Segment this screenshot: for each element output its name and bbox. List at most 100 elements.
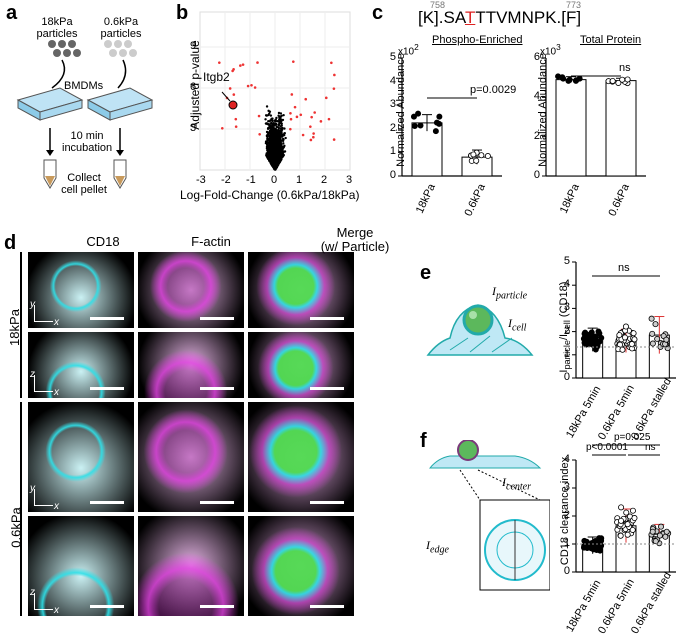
e-chart-point [614,340,621,347]
f-p2: p=0.025 [614,432,651,443]
e-chart-bar [615,340,637,379]
iedge-label: Iedge [426,538,449,556]
f-chart-point [583,538,590,545]
axis-label-vertical: y [30,299,35,310]
volcano-point [273,144,276,148]
f-chart-point [618,504,625,511]
c-right-bar [605,80,637,177]
volcano-point [267,146,270,149]
scale-bar [200,387,234,390]
volcano-point-sig [258,132,261,136]
e-chart-point [663,336,670,343]
e-chart-point [630,335,637,342]
volcano-point [281,134,284,138]
e-chart-point [648,315,655,322]
e-chart-point [592,346,599,353]
volcano-point-sig [218,61,221,64]
e-chart-point [616,332,623,339]
volcano-point [278,119,282,123]
f-chart-point [589,544,596,551]
f-chart-point [582,543,589,550]
volcano-point-sig [309,125,312,128]
e-chart-point [581,330,588,337]
exp-left: x102 [398,42,419,58]
volcano-point [275,125,279,129]
volcano-point-sig [312,135,315,139]
volcano-point [281,126,284,130]
e-chart-point [616,335,623,342]
label-18kpa-particles: 18kPa particles [36,16,78,40]
panel-a-label: a [6,2,18,24]
volcano-point-sig [246,84,250,88]
c-right-xtick-label: 18kPa [557,182,582,216]
f-chart-point [592,546,599,553]
e-chart-point [595,328,602,335]
volcano-point-sig [301,133,305,137]
e-chart-point [592,333,599,340]
cell-schematic-f [428,440,550,591]
volcano-point-sig [330,61,333,65]
f-chart-point [653,528,660,535]
e-chart-point [618,341,625,348]
scale-bar [90,317,124,320]
col-merge: Merge (w/ Particle) [320,225,390,254]
f-chart-xtick-label: 0.6kPa stalled [629,570,675,636]
volcano-point [278,131,281,135]
f-chart-point [617,532,624,539]
f-chart-point [650,524,657,531]
volcano-point [280,149,283,152]
c-left-point [433,119,440,126]
volcano-point-sig [312,132,315,135]
axis-label-vertical: z [30,587,35,598]
c-right-ytick-label: 2 [533,129,540,142]
e-chart-point [649,340,656,347]
f-chart-ytick-label: 3 [563,481,570,493]
scale-bar [310,605,344,608]
axis-label-vertical: y [30,483,35,494]
volcano-point [279,155,283,159]
volcano-point-sig [289,127,292,131]
e-chart-point [630,345,637,352]
e-chart-point [580,335,587,342]
volcano-point [268,120,271,123]
volcano-xlabel: Log-Fold-Change (0.6kPa/18kPa) [180,188,360,202]
volcano-point [277,143,281,146]
e-chart-point [657,340,664,347]
volcano-point-sig [289,117,293,121]
micrograph-r1-c3 [248,252,354,328]
icell-label: Icell [508,316,527,334]
micrograph-r4-c2 [138,516,244,616]
axis-indicator [34,305,53,322]
e-chart-ytick-label: 1 [563,347,570,360]
e-chart-point [631,336,638,343]
volcano-point [281,118,285,122]
volcano-point-sig [241,63,245,66]
c-right-point [566,76,573,83]
e-chart-point [622,327,629,334]
b-ytick: 6 [190,81,197,93]
e-chart-point [616,333,623,340]
volcano-point [269,155,272,158]
f-chart-point [622,516,629,523]
e-chart-point [626,341,633,348]
volcano-point [272,139,276,142]
f-chart-point [598,537,605,544]
f-chart-point [617,521,624,528]
c-right-point [615,79,622,86]
f-chart-point [588,545,595,552]
e-chart-ytick-label: 5 [563,255,570,267]
c-right-point [572,77,579,84]
volcano-point [282,146,285,149]
f-chart-point [629,517,636,524]
f-chart-point [581,537,588,544]
f-chart-point [589,541,596,548]
panel-f-label: f [420,430,427,452]
f-chart-point [662,533,669,540]
volcano-point [282,142,285,145]
micrograph-r1-c2 [138,252,244,328]
volcano-point [266,133,270,136]
scale-bar [310,317,344,320]
ipart-label: Iparticle [492,284,528,302]
e-chart-point [663,341,670,348]
